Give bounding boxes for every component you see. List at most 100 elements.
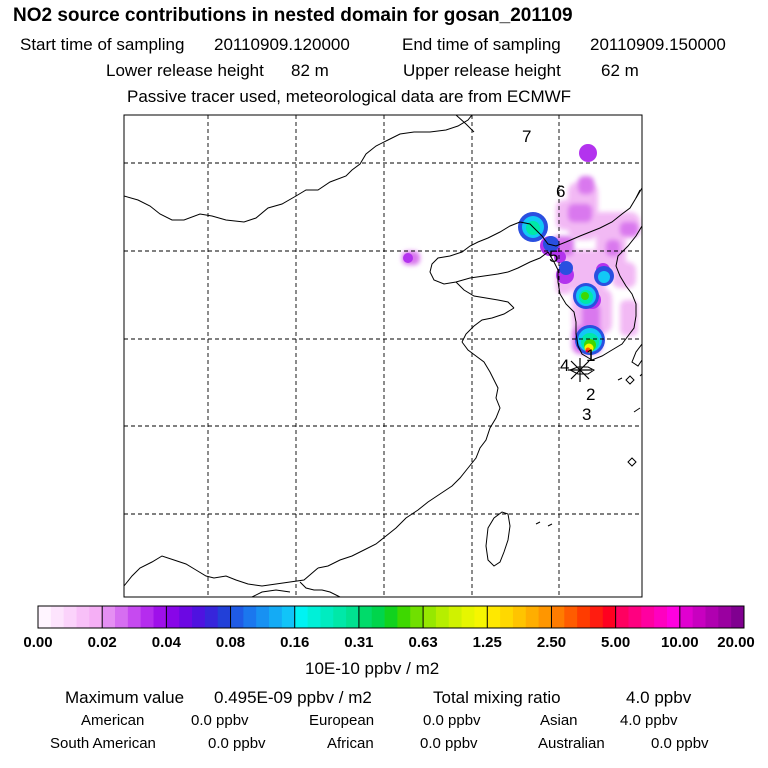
colorbar-swatch bbox=[487, 606, 501, 628]
region-name: South American bbox=[50, 735, 156, 752]
colorbar-swatch bbox=[281, 606, 296, 628]
region-value: 0.0 ppbv bbox=[420, 735, 478, 752]
colorbar-swatch bbox=[346, 606, 360, 628]
site-label-4: 4 bbox=[560, 356, 569, 375]
lower-release-label: Lower release height bbox=[106, 61, 264, 80]
colorbar-swatch bbox=[692, 606, 706, 628]
colorbar-tick-label: 20.00 bbox=[717, 634, 755, 651]
colorbar-frame bbox=[37, 605, 745, 629]
colorbar-swatch bbox=[63, 606, 77, 628]
colorbar-swatch bbox=[89, 606, 103, 628]
colorbar-swatch bbox=[243, 606, 257, 628]
colorbar-swatch bbox=[551, 606, 565, 628]
start-time-label: Start time of sampling bbox=[20, 35, 185, 54]
tracer-note: Passive tracer used, meteorological data… bbox=[127, 87, 572, 106]
colorbar-tick-label: 0.31 bbox=[344, 634, 374, 651]
colorbar-swatch bbox=[230, 606, 244, 628]
colorbar-swatch bbox=[333, 606, 347, 628]
colorbar-tick-label: 5.00 bbox=[601, 634, 631, 651]
site-label-3: 3 bbox=[582, 405, 591, 424]
upper-release-label: Upper release height bbox=[403, 61, 561, 80]
coastlines bbox=[124, 115, 642, 597]
colorbar-tick-label: 0.08 bbox=[215, 634, 246, 651]
colorbar-tick-label: 0.02 bbox=[87, 634, 117, 651]
colorbar-swatch bbox=[371, 606, 385, 628]
colorbar-swatch bbox=[512, 606, 527, 628]
colorbar-swatch bbox=[397, 606, 411, 628]
region-value: 0.0 ppbv bbox=[191, 712, 249, 729]
grid-lines bbox=[124, 115, 642, 597]
colorbar-swatch bbox=[127, 606, 142, 628]
colorbar-swatch bbox=[269, 606, 283, 628]
colorbar-swatch bbox=[705, 606, 719, 628]
colorbar-swatch bbox=[666, 606, 681, 628]
colorbar-swatch bbox=[538, 606, 552, 628]
colorbar-tick-label: 0.00 bbox=[23, 634, 53, 651]
lower-release-value: 82 m bbox=[291, 61, 329, 80]
colorbar-swatch bbox=[179, 606, 193, 628]
colorbar-tick-label: 0.63 bbox=[408, 634, 438, 651]
colorbar-swatch bbox=[50, 606, 65, 628]
colorbar-units: 10E-10 ppbv / m2 bbox=[305, 659, 440, 678]
colorbar-swatch bbox=[204, 606, 219, 628]
colorbar-tick-label: 1.25 bbox=[472, 634, 502, 651]
colorbar-swatch bbox=[410, 606, 424, 628]
colorbar-swatch bbox=[641, 606, 655, 628]
region-value: 0.0 ppbv bbox=[423, 712, 481, 729]
colorbar-swatch bbox=[448, 606, 462, 628]
region-name: American bbox=[81, 712, 145, 729]
colorbar-swatch bbox=[435, 606, 450, 628]
colorbar-swatch bbox=[500, 606, 514, 628]
total-mixing-value: 4.0 ppbv bbox=[626, 688, 692, 707]
colorbar-swatch bbox=[166, 606, 180, 628]
site-label-1: 1 bbox=[586, 346, 595, 365]
colorbar-swatch bbox=[307, 606, 321, 628]
colorbar-swatch bbox=[564, 606, 578, 628]
region-name: African bbox=[327, 735, 374, 752]
colorbar-swatch bbox=[461, 606, 475, 628]
colorbar-swatch bbox=[153, 606, 167, 628]
colorbar-swatch bbox=[577, 606, 591, 628]
colorbar-swatch bbox=[525, 606, 540, 628]
colorbar-swatch bbox=[731, 606, 745, 628]
colorbar-tick-label: 0.16 bbox=[280, 634, 310, 651]
site-label-6: 6 bbox=[556, 182, 565, 201]
colorbar-swatch bbox=[38, 606, 52, 628]
total-mixing-label: Total mixing ratio bbox=[433, 688, 561, 707]
colorbar-swatch bbox=[474, 606, 488, 628]
region-name: Asian bbox=[540, 712, 578, 729]
colorbar bbox=[37, 605, 745, 629]
site-label-7: 7 bbox=[522, 127, 531, 146]
colorbar-swatch bbox=[102, 606, 116, 628]
receptor-star-icon bbox=[568, 358, 592, 382]
region-name: Australian bbox=[538, 735, 605, 752]
colorbar-swatch bbox=[320, 606, 334, 628]
colorbar-swatch bbox=[115, 606, 129, 628]
site-label-5: 5 bbox=[549, 247, 558, 266]
end-time-value: 20110909.150000 bbox=[590, 35, 726, 54]
max-value: 0.495E-09 ppbv / m2 bbox=[214, 688, 372, 707]
region-value: 0.0 ppbv bbox=[208, 735, 266, 752]
colorbar-swatch bbox=[718, 606, 732, 628]
colorbar-swatch bbox=[217, 606, 231, 628]
colorbar-swatch bbox=[294, 606, 308, 628]
colorbar-swatch bbox=[384, 606, 398, 628]
page-title: NO2 source contributions in nested domai… bbox=[13, 5, 573, 26]
colorbar-swatch bbox=[76, 606, 90, 628]
colorbar-swatch bbox=[628, 606, 642, 628]
colorbar-swatch bbox=[589, 606, 604, 628]
colorbar-swatch bbox=[602, 606, 617, 628]
colorbar-swatch bbox=[358, 606, 373, 628]
colorbar-swatch bbox=[679, 606, 694, 628]
end-time-label: End time of sampling bbox=[402, 35, 561, 54]
colorbar-tick-label: 2.50 bbox=[536, 634, 567, 651]
region-value: 0.0 ppbv bbox=[651, 735, 709, 752]
colorbar-swatch bbox=[654, 606, 668, 628]
colorbar-swatch bbox=[423, 606, 437, 628]
region-name: European bbox=[309, 712, 375, 729]
map-frame bbox=[123, 114, 643, 598]
colorbar-swatch bbox=[256, 606, 270, 628]
concentration-plume bbox=[402, 144, 640, 355]
colorbar-swatch bbox=[140, 606, 154, 628]
